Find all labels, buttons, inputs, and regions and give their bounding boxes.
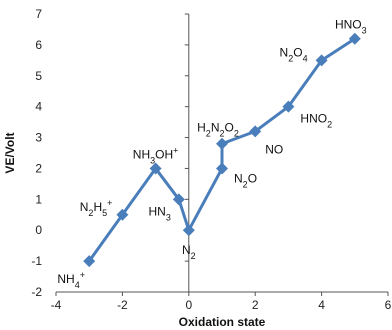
- series-line: [87, 37, 357, 263]
- x-tick-label: 4: [318, 298, 325, 312]
- data-point-label: N2O4: [280, 45, 308, 63]
- x-tick-label: 0: [185, 298, 192, 312]
- data-point-marker: [315, 54, 328, 67]
- y-axis-title: VE/Volt: [3, 132, 17, 173]
- data-point-marker: [116, 208, 129, 221]
- x-ticks: -4 -2 0 2 4 6: [51, 292, 392, 312]
- y-tick-label: 4: [35, 100, 42, 114]
- data-point-marker: [216, 137, 228, 150]
- y-tick-label: 1: [35, 192, 42, 206]
- data-point-marker: [216, 162, 228, 175]
- axes: -4 -2 0 2 4 6 -2 -1 0 1 2 3 4 5 6 7: [31, 7, 391, 312]
- data-point-marker: [83, 255, 96, 268]
- y-tick-label: 6: [35, 38, 42, 52]
- y-tick-label: 2: [35, 161, 42, 175]
- y-tick-label: -1: [31, 254, 42, 268]
- data-point-label: HNO3: [335, 18, 367, 36]
- x-axis-title: Oxidation state: [179, 315, 266, 329]
- data-markers: [83, 32, 361, 268]
- y-tick-label: -2: [31, 285, 42, 299]
- data-point-label: N2: [182, 243, 196, 261]
- point-labels: NH4+ N2H5+ NH3OH+ HN3 N2 N2O H2N2O2 NO HNO2 N2O4 H…: [57, 18, 366, 290]
- x-tick-label: -2: [117, 298, 128, 312]
- data-point-label: NH4+: [57, 270, 85, 290]
- data-point-label: N2H5+: [80, 198, 113, 218]
- data-point-label: NH3OH+: [133, 145, 179, 165]
- data-point-label: HNO2: [300, 112, 332, 130]
- data-point-label: NO: [265, 142, 283, 156]
- data-point-marker: [149, 162, 162, 175]
- x-tick-label: 2: [252, 298, 259, 312]
- y-tick-label: 3: [35, 131, 42, 145]
- y-tick-label: 5: [35, 69, 42, 83]
- data-point-label: HN3: [148, 204, 170, 222]
- data-point-marker: [172, 193, 185, 206]
- data-point-label: N2O: [234, 171, 257, 189]
- data-point-marker: [249, 125, 262, 138]
- data-point-marker: [282, 100, 295, 113]
- y-tick-label: 7: [35, 7, 42, 21]
- x-tick-label: 6: [385, 298, 392, 312]
- x-tick-label: -4: [51, 298, 62, 312]
- data-point-marker: [182, 224, 195, 237]
- y-tick-label: 0: [35, 223, 42, 237]
- data-point-marker: [348, 32, 361, 45]
- data-point-label: H2N2O2: [197, 121, 239, 139]
